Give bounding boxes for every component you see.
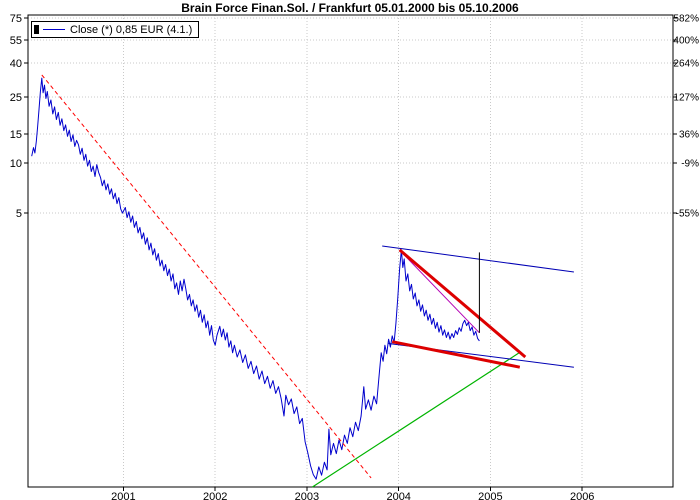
y-axis-label: 55 (10, 35, 22, 47)
plot-border (27, 14, 674, 488)
uptrend-line-2003-2005[interactable] (312, 351, 522, 488)
x-axis-label: 2005 (478, 491, 502, 500)
legend-grip-icon (34, 25, 39, 34)
legend-series-color-line (43, 29, 65, 30)
x-axis-label: 2003 (295, 491, 319, 500)
pct-axis-label: 400% (673, 36, 699, 47)
x-axis-label: 2004 (386, 491, 410, 500)
pct-axis-label: 582% (673, 13, 699, 24)
y-axis-label: 40 (10, 58, 22, 70)
pct-axis-label: 127% (673, 93, 699, 104)
violet-trend-line[interactable] (400, 250, 480, 334)
pct-axis-label: -9% (681, 159, 699, 170)
channel-upper-line[interactable] (382, 245, 574, 273)
x-axis-label: 2001 (111, 491, 135, 500)
y-axis-label: 75 (10, 13, 22, 25)
y-axis-label: 10 (10, 158, 22, 170)
legend-label: Close (*) 0,85 EUR (4.1.) (70, 23, 193, 36)
pct-axis-label: -55% (676, 209, 699, 220)
pct-axis-label: 264% (673, 59, 699, 70)
downtrend-line-2000-2003[interactable] (41, 74, 372, 479)
y-axis-label: 5 (16, 208, 22, 220)
wedge-lower-line[interactable] (391, 340, 521, 369)
y-axis-label: 25 (10, 92, 22, 104)
x-axis-label: 2002 (203, 491, 227, 500)
x-axis-label: 2006 (570, 491, 594, 500)
y-axis-label: 15 (10, 129, 22, 141)
pct-axis-label: 36% (679, 129, 699, 140)
legend-box[interactable]: Close (*) 0,85 EUR (4.1.) (31, 21, 200, 38)
chart-title: Brain Force Finan.Sol. / Frankfurt 05.01… (181, 1, 519, 15)
price-line-close[interactable] (31, 77, 480, 480)
plot-area[interactable] (28, 15, 673, 487)
wedge-upper-line[interactable] (398, 248, 527, 359)
